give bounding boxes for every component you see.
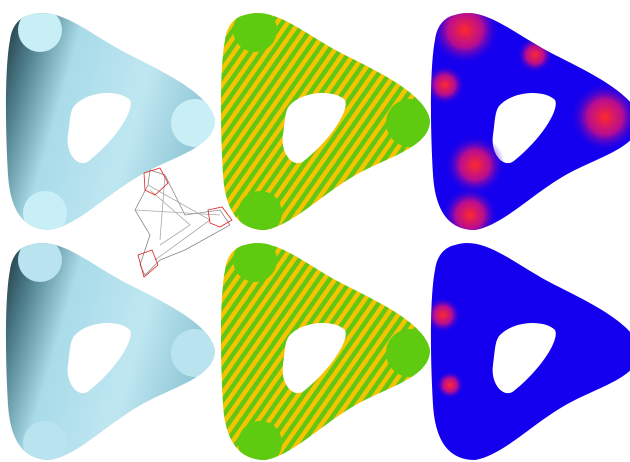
hotspots — [430, 297, 464, 399]
wire-red — [143, 167, 169, 196]
error-top — [430, 13, 630, 230]
error-bottom — [430, 243, 630, 460]
wire-red — [137, 249, 159, 278]
hotspots — [430, 13, 630, 230]
cap — [238, 421, 282, 460]
shaded-top — [5, 13, 216, 230]
hotspot — [430, 13, 500, 65]
cap — [18, 243, 62, 282]
wire — [134, 174, 221, 261]
cap — [23, 421, 67, 460]
hotspot — [517, 37, 553, 73]
striped-top — [220, 13, 431, 230]
shaded-bottom — [5, 243, 216, 460]
surface — [430, 243, 630, 460]
hotspot — [445, 135, 505, 195]
hotspot — [436, 371, 464, 399]
caps — [18, 243, 216, 460]
cap — [23, 191, 67, 230]
cap — [386, 329, 431, 377]
hotspot — [570, 82, 630, 152]
wire-red — [207, 206, 233, 228]
hotspot — [430, 65, 465, 105]
caps — [233, 13, 431, 230]
hotspot — [430, 297, 461, 333]
striped-bottom — [220, 243, 431, 460]
cap — [386, 99, 431, 147]
cap — [233, 243, 277, 282]
hotspot — [442, 187, 498, 230]
cap — [171, 99, 216, 147]
cap — [171, 329, 216, 377]
caps — [18, 13, 216, 230]
caps — [233, 243, 431, 460]
cap — [238, 191, 282, 230]
wireframe — [134, 167, 233, 278]
cap — [233, 13, 277, 52]
cap — [18, 13, 62, 52]
